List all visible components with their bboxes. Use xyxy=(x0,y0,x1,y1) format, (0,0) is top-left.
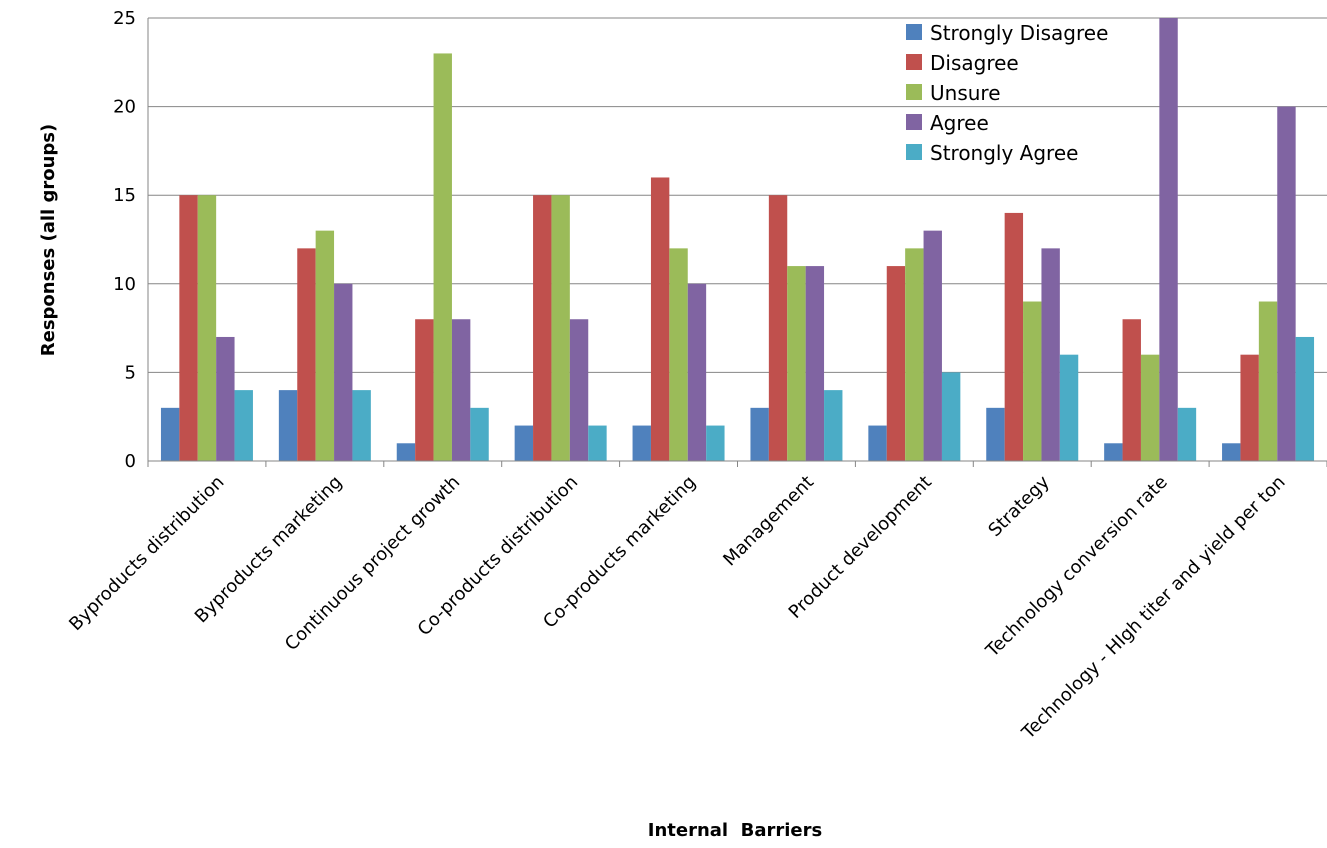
bar xyxy=(706,425,725,461)
y-tick-labels: 0 5 10 15 20 25 xyxy=(113,8,136,472)
bar xyxy=(750,407,769,461)
bar xyxy=(470,407,489,461)
x-category-label: Management xyxy=(719,472,818,571)
bar xyxy=(868,425,887,461)
legend-swatch xyxy=(906,24,922,40)
bar xyxy=(669,248,688,461)
bar xyxy=(1177,407,1197,461)
bar xyxy=(514,425,534,461)
y-tick-label: 10 xyxy=(113,274,136,295)
y-tick-label: 20 xyxy=(113,97,136,118)
bar xyxy=(1295,336,1315,461)
axes xyxy=(147,18,1327,467)
x-category-label: Technology - HIgh titer and yield per to… xyxy=(1017,472,1289,744)
bar xyxy=(886,266,906,461)
y-tick-label: 5 xyxy=(125,362,136,383)
bar xyxy=(1059,354,1079,461)
bar xyxy=(905,248,924,461)
bar xyxy=(787,266,806,461)
bar xyxy=(315,230,335,461)
bar xyxy=(551,195,570,461)
bar xyxy=(923,230,942,461)
legend-swatch xyxy=(906,114,922,130)
bar xyxy=(533,195,552,461)
bar xyxy=(824,390,843,461)
bar xyxy=(1222,443,1241,461)
bar xyxy=(1041,248,1060,461)
bar xyxy=(451,319,471,461)
legend-label: Unsure xyxy=(930,81,1001,105)
bar xyxy=(179,195,198,461)
bar xyxy=(941,372,961,461)
bar xyxy=(650,177,670,462)
bar xyxy=(197,195,217,461)
bars xyxy=(160,18,1315,462)
bar xyxy=(216,336,235,461)
bar xyxy=(415,319,434,461)
bar xyxy=(1140,354,1160,461)
x-axis-title: Internal Barriers xyxy=(648,820,822,841)
bar xyxy=(588,425,607,461)
bar xyxy=(569,319,589,461)
bar xyxy=(1159,18,1178,461)
legend-label: Agree xyxy=(930,111,989,135)
legend-swatch xyxy=(906,84,922,100)
bar xyxy=(1023,301,1042,461)
bar xyxy=(334,283,353,461)
bar xyxy=(297,248,316,461)
legend-label: Strongly Disagree xyxy=(930,21,1108,45)
legend-label: Strongly Agree xyxy=(930,141,1078,165)
y-tick-label: 25 xyxy=(113,8,136,29)
bar xyxy=(433,53,452,461)
legend-swatch xyxy=(906,54,922,70)
bar xyxy=(986,407,1005,461)
bar xyxy=(805,266,825,461)
legend: Strongly Disagree Disagree Unsure Agree Stro… xyxy=(906,21,1108,165)
y-tick-label: 0 xyxy=(125,451,136,472)
x-category-label: Strategy xyxy=(984,471,1054,541)
bar xyxy=(160,407,180,461)
bar xyxy=(234,390,253,461)
bar xyxy=(352,390,371,461)
bar xyxy=(687,283,707,461)
bar xyxy=(1122,319,1141,461)
bar xyxy=(632,425,651,461)
bar xyxy=(1004,212,1024,461)
bar xyxy=(1277,106,1296,461)
bar xyxy=(1258,301,1278,461)
legend-swatch xyxy=(906,144,922,160)
bar xyxy=(1104,443,1123,461)
y-axis-title: Responses (all groups) xyxy=(38,124,59,357)
legend-label: Disagree xyxy=(930,51,1019,75)
bar xyxy=(1240,354,1259,461)
bar xyxy=(768,195,788,461)
bar xyxy=(278,390,298,461)
bar xyxy=(396,443,416,461)
y-tick-label: 15 xyxy=(113,185,136,206)
